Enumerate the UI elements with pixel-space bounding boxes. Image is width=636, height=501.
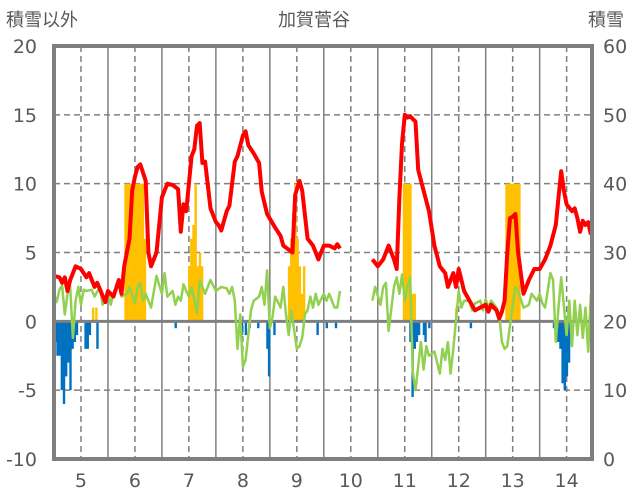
blue-bar [244,321,248,336]
blue-bar [96,321,99,349]
blue-bar [428,321,431,329]
blue-bar [334,321,338,329]
yellow-bar [402,183,406,322]
blue-bar [62,321,66,404]
blue-bar [266,321,269,349]
y-left-tick-label: -10 [6,449,37,471]
yellow-bar [194,183,197,322]
blue-bar [73,321,77,342]
blue-bar [559,321,562,349]
blue-bar [316,321,319,336]
blue-bar [257,321,260,329]
yellow-bar [289,238,293,322]
y-right-tick-label: 10 [603,380,627,402]
yellow-bar [143,238,147,322]
y-right-tick-label: 30 [603,243,627,265]
yellow-bar [409,183,412,322]
y-right-tick-label: 60 [603,36,627,58]
yellow-bar [190,238,193,322]
blue-bar [267,321,271,377]
yellow-bar [298,266,302,322]
yellow-bar [141,183,144,322]
red-line [53,112,593,321]
yellow-bar [130,183,134,322]
blue-bar [422,321,426,336]
yellow-bar [287,266,291,322]
x-tick-label: 11 [393,470,417,492]
y-left-tick-label: 10 [13,174,37,196]
blue-bar [325,321,329,329]
yellow-bar [200,266,204,322]
y-right-tick-label: 0 [603,449,615,471]
x-tick-label: 14 [555,470,579,492]
yellow-bar [135,183,138,322]
left-axis-title: 積雪以外 [6,10,78,31]
yellow-bar [302,266,306,322]
yellow-bar [300,293,304,322]
blue-bar [56,321,59,356]
y-left-tick-label: -5 [18,380,37,402]
x-tick-label: 12 [447,470,471,492]
yellow-bar [294,183,297,322]
yellow-bar [296,238,299,322]
yellow-bar [413,293,416,322]
blue-bar [58,321,61,356]
right-axis-title: 積雪 [588,10,624,31]
blue-bar [563,321,566,391]
yellow-bar [407,183,410,322]
yellow-bar [132,183,136,322]
blue-bar [417,321,421,336]
yellow-bar [404,183,408,322]
x-tick-label: 13 [501,470,525,492]
x-tick-label: 9 [291,470,303,492]
blue-bar [561,321,564,384]
yellow-bar [128,183,132,322]
blue-bar [273,321,276,336]
blue-bar [565,321,569,377]
blue-bar [69,321,72,391]
y-right-tick-label: 20 [603,311,627,333]
blue-bar [86,321,89,349]
yellow-bar [509,183,513,322]
x-tick-label: 8 [237,470,249,492]
green-line [52,269,593,392]
blue-bar [64,321,68,377]
blue-bar [84,321,87,349]
blue-bar [567,321,571,363]
x-tick-label: 6 [129,470,141,492]
x-tick-label: 10 [339,470,363,492]
x-tick-label: 7 [183,470,195,492]
blue-bar [415,321,419,342]
yellow-bar [411,293,414,322]
plot-frame [52,44,594,461]
blue-bar [88,321,92,336]
blue-bar [557,321,560,342]
yellow-bar [139,183,142,322]
chart-title: 加賀菅谷 [278,10,350,31]
y-left-tick-label: 15 [13,105,37,127]
yellow-bar [91,307,95,322]
y-left-tick-label: 5 [25,243,37,265]
x-tick-label: 5 [75,470,87,492]
yellow-bar [137,183,140,322]
blue-bar [75,321,79,336]
yellow-bar [95,307,98,322]
y-right-tick-label: 50 [603,105,627,127]
y-left-tick-label: 0 [25,311,37,333]
y-left-tick-label: 20 [13,36,37,58]
blue-bar [469,321,473,329]
blue-bar [424,321,427,342]
yellow-bar [192,224,195,322]
blue-bar [174,321,177,329]
yellow-bar [513,183,517,322]
blue-bar [60,321,64,391]
blue-bar [67,321,70,363]
yellow-bar [292,211,295,322]
yellow-bar [511,183,515,322]
blue-bar [413,321,416,349]
y-right-tick-label: 40 [603,174,627,196]
